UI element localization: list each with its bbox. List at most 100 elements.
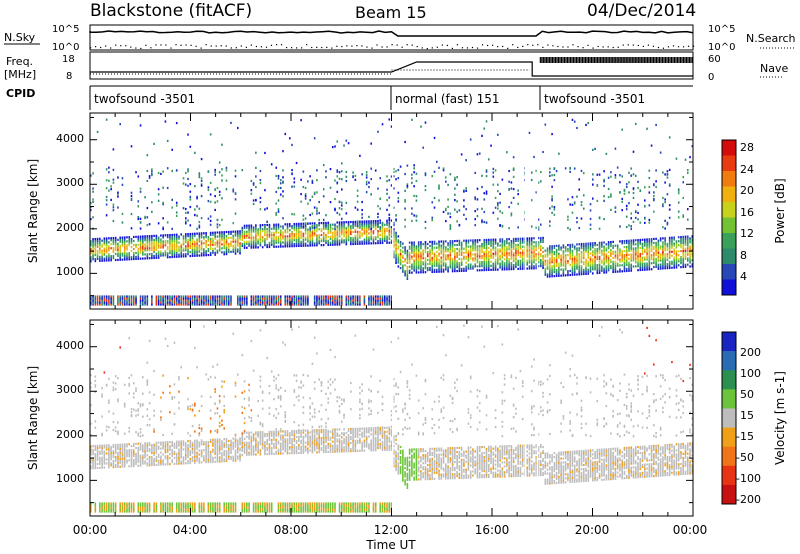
echo-cell xyxy=(646,252,648,255)
echo-cell xyxy=(442,256,445,259)
echo-cell xyxy=(241,244,244,248)
echo-cell xyxy=(101,432,103,435)
echo-cell xyxy=(94,462,97,466)
echo-cell xyxy=(390,297,393,300)
echo-cell xyxy=(571,196,574,199)
echo-cell xyxy=(345,179,348,183)
echo-cell xyxy=(153,256,155,260)
echo-cell xyxy=(261,295,264,298)
echo-cell xyxy=(485,240,488,244)
echo-cell xyxy=(329,237,332,240)
echo-cell xyxy=(668,260,671,264)
echo-cell xyxy=(96,452,99,456)
echo-cell xyxy=(361,226,363,229)
echo-cell xyxy=(447,248,449,251)
echo-cell xyxy=(440,246,443,249)
echo-cell xyxy=(494,252,497,255)
echo-cell xyxy=(103,253,106,256)
echo-cell xyxy=(119,297,121,300)
echo-cell xyxy=(544,263,547,266)
echo-cell xyxy=(209,133,212,136)
echo-cell xyxy=(431,268,434,272)
echo-cell xyxy=(634,243,637,246)
echo-cell xyxy=(530,241,533,244)
echo-cell xyxy=(535,245,538,248)
nsearch-point xyxy=(612,46,614,49)
echo-cell xyxy=(668,252,671,256)
echo-cell xyxy=(487,158,490,161)
power-colorbar xyxy=(721,139,737,296)
echo-cell xyxy=(515,259,517,263)
echo-cell xyxy=(591,173,594,176)
echo-cell xyxy=(187,295,189,298)
echo-cell xyxy=(589,242,592,245)
echo-cell xyxy=(521,237,524,240)
echo-cell xyxy=(214,303,216,306)
echo-cell xyxy=(634,261,637,264)
echo-cell xyxy=(340,204,343,207)
echo-cell xyxy=(512,257,515,261)
echo-cell xyxy=(132,301,135,304)
echo-cell xyxy=(119,236,121,239)
echo-cell xyxy=(519,253,522,256)
echo-cell xyxy=(311,240,314,243)
echo-cell xyxy=(157,299,160,302)
echo-cell xyxy=(196,254,198,257)
echo-cell xyxy=(429,240,431,244)
echo-cell xyxy=(334,207,336,210)
echo-cell xyxy=(130,301,133,304)
nsearch-point xyxy=(260,46,263,48)
echo-cell xyxy=(469,263,472,266)
echo-cell xyxy=(610,258,612,262)
echo-cell xyxy=(630,227,633,231)
echo-cell xyxy=(648,252,651,255)
echo-cell xyxy=(666,176,669,179)
echo-cell xyxy=(648,218,651,221)
echo-cell xyxy=(499,258,501,261)
echo-cell xyxy=(336,211,339,214)
echo-cell xyxy=(476,247,479,250)
freq-tick-top: 18 xyxy=(62,54,75,65)
echo-cell xyxy=(148,243,151,246)
echo-cell xyxy=(528,267,531,270)
echo-cell xyxy=(178,245,180,248)
echo-cell xyxy=(232,238,235,241)
echo-cell xyxy=(198,303,201,306)
echo-cell xyxy=(503,244,506,247)
echo-cell xyxy=(207,249,210,253)
echo-cell xyxy=(433,268,436,271)
echo-cell xyxy=(261,303,264,306)
echo-cell xyxy=(472,245,474,248)
echo-cell xyxy=(108,247,110,250)
echo-cell xyxy=(270,301,273,304)
echo-cell xyxy=(295,226,298,230)
echo-cell xyxy=(413,167,415,170)
echo-cell xyxy=(417,243,420,246)
echo-cell xyxy=(576,247,578,250)
echo-cell xyxy=(148,241,151,244)
echo-cell xyxy=(347,297,350,300)
echo-cell xyxy=(200,183,203,186)
echo-cell xyxy=(372,303,375,306)
echo-cell xyxy=(248,224,250,227)
echo-cell xyxy=(334,229,336,232)
echo-cell xyxy=(304,228,307,231)
nsearch-point xyxy=(647,44,649,46)
echo-cell xyxy=(646,246,648,249)
echo-cell xyxy=(435,262,438,265)
echo-cell xyxy=(591,268,594,271)
echo-cell xyxy=(458,223,461,227)
echo-cell xyxy=(659,267,662,270)
echo-cell xyxy=(610,193,612,196)
echo-cell xyxy=(162,240,164,243)
echo-cell xyxy=(664,265,666,268)
echo-cell xyxy=(214,201,216,204)
echo-cell xyxy=(340,223,343,226)
echo-cell xyxy=(298,236,300,240)
echo-cell xyxy=(309,222,311,225)
echo-cell xyxy=(417,249,420,252)
echo-cell xyxy=(291,233,293,236)
echo-cell xyxy=(485,242,488,246)
echo-cell xyxy=(449,215,452,219)
echo-cell xyxy=(415,195,418,198)
